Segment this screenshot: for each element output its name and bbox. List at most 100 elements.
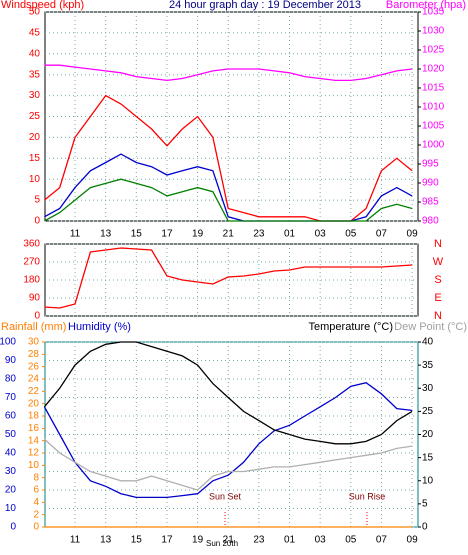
x-tick-label: 21: [223, 229, 235, 240]
y-tick-label: 40: [5, 448, 17, 459]
y-tick-label: 10: [29, 174, 41, 185]
y2-tick-label: 990: [422, 178, 439, 189]
y3-tick-label: 16: [28, 423, 40, 434]
x-tick-label: 13: [100, 229, 112, 240]
x-tick-label: 07: [376, 229, 388, 240]
series-line: [44, 178, 413, 222]
x-tick-label: 03: [315, 229, 327, 240]
series-line: [43, 381, 413, 499]
y3-tick-label: 24: [28, 374, 40, 385]
y2-tick-label: 1005: [422, 121, 445, 132]
x-tick-label: 01: [284, 535, 296, 546]
y2-tick-label: 10: [422, 475, 434, 486]
y-tick-label: 90: [5, 355, 17, 366]
x-tick-label: 09: [407, 535, 419, 546]
day-label: Sun 20th: [206, 539, 238, 548]
x-tick-label: 11: [70, 535, 81, 546]
plot-area: [44, 11, 419, 222]
y2-tick-label: 1000: [422, 140, 445, 151]
y3-tick-label: 14: [28, 435, 40, 446]
dew-axis-title: Dew Point (°C): [394, 321, 467, 333]
y3-tick-label: 8: [33, 472, 39, 483]
y-tick-label: 0: [34, 311, 40, 322]
y-tick-label: 50: [5, 429, 17, 440]
y2-tick-label: 5: [422, 499, 428, 510]
series-line: [43, 341, 413, 445]
x-tick-label: 05: [345, 229, 357, 240]
y2-tick-label: 1030: [422, 26, 445, 37]
x-tick-label: 19: [192, 229, 204, 240]
direction-label: E: [434, 292, 441, 304]
direction-label: S: [434, 274, 441, 286]
y3-tick-label: 28: [28, 349, 40, 360]
rain-axis-title: Rainfall (mm): [1, 321, 66, 333]
y-tick-label: 20: [29, 132, 41, 143]
y-tick-label: 45: [29, 28, 41, 39]
y-tick-label: 100: [0, 337, 16, 348]
y2-tick-label: 25: [422, 406, 434, 417]
x-tick-label: 05: [345, 535, 357, 546]
y-tick-label: 40: [29, 48, 41, 59]
y-tick-label: 90: [29, 293, 41, 304]
y-tick-label: 80: [5, 374, 17, 385]
y3-tick-label: 18: [28, 411, 40, 422]
y2-tick-label: 40: [422, 337, 434, 348]
y3-tick-label: 12: [28, 448, 40, 459]
y-tick-label: 50: [29, 7, 41, 18]
y-tick-label: 25: [29, 111, 41, 122]
x-tick-label: 15: [131, 535, 143, 546]
y2-tick-label: 1015: [422, 83, 445, 94]
y3-tick-label: 4: [33, 497, 39, 508]
y3-tick-label: 6: [33, 485, 39, 496]
plot-area: [44, 341, 419, 528]
y-tick-label: 10: [5, 503, 17, 514]
y3-tick-label: 26: [28, 361, 40, 372]
y3-tick-label: 2: [33, 509, 39, 520]
y2-tick-label: 1010: [422, 102, 445, 113]
y3-tick-label: 10: [28, 460, 40, 471]
annotation: Sun Set: [209, 491, 242, 501]
x-tick-label: 13: [100, 535, 112, 546]
x-tick-label: 17: [161, 229, 173, 240]
x-tick-label: 09: [407, 229, 419, 240]
y2-tick-label: 30: [422, 383, 434, 394]
y2-axis-title: Barometer (hpa): [386, 0, 466, 11]
chart-title: 24 hour graph day : 19 December 2013: [169, 0, 361, 11]
y3-tick-label: 22: [28, 386, 40, 397]
x-tick-label: 03: [315, 535, 327, 546]
x-tick-label: 23: [253, 535, 265, 546]
x-tick-label: 19: [192, 535, 204, 546]
direction-label: N: [434, 310, 442, 322]
plot-area: [44, 243, 419, 317]
y-tick-label: 20: [5, 485, 17, 496]
x-tick-label: 23: [253, 229, 265, 240]
y-tick-label: 0: [10, 522, 16, 533]
y3-tick-label: 0: [33, 522, 39, 533]
y2-axis-title: Temperature (°C): [309, 321, 393, 333]
y2-tick-label: 0: [422, 522, 428, 533]
y2-tick-label: 995: [422, 159, 439, 170]
y-tick-label: 30: [29, 90, 41, 101]
y-tick-label: 60: [5, 411, 17, 422]
y2-tick-label: 1035: [422, 7, 445, 18]
series-line: [44, 247, 413, 309]
y2-tick-label: 20: [422, 429, 434, 440]
x-tick-label: 17: [161, 535, 173, 546]
y2-tick-label: 1025: [422, 45, 445, 56]
y2-tick-label: 985: [422, 197, 439, 208]
direction-label: N: [434, 238, 442, 250]
y-axis-title: Humidity (%): [68, 321, 131, 333]
x-tick-label: 01: [284, 229, 296, 240]
y-tick-label: 70: [5, 392, 17, 403]
y-axis-title: Windspeed (kph): [1, 0, 84, 11]
x-tick-label: 15: [131, 229, 143, 240]
y-tick-label: 5: [34, 195, 40, 206]
direction-label: W: [433, 256, 444, 268]
y2-tick-label: 1020: [422, 64, 445, 75]
x-tick-label: 11: [70, 229, 81, 240]
y-tick-label: 35: [29, 69, 41, 80]
x-tick-label: 07: [376, 535, 388, 546]
y-tick-label: 0: [34, 216, 40, 227]
y2-tick-label: 980: [422, 216, 439, 227]
